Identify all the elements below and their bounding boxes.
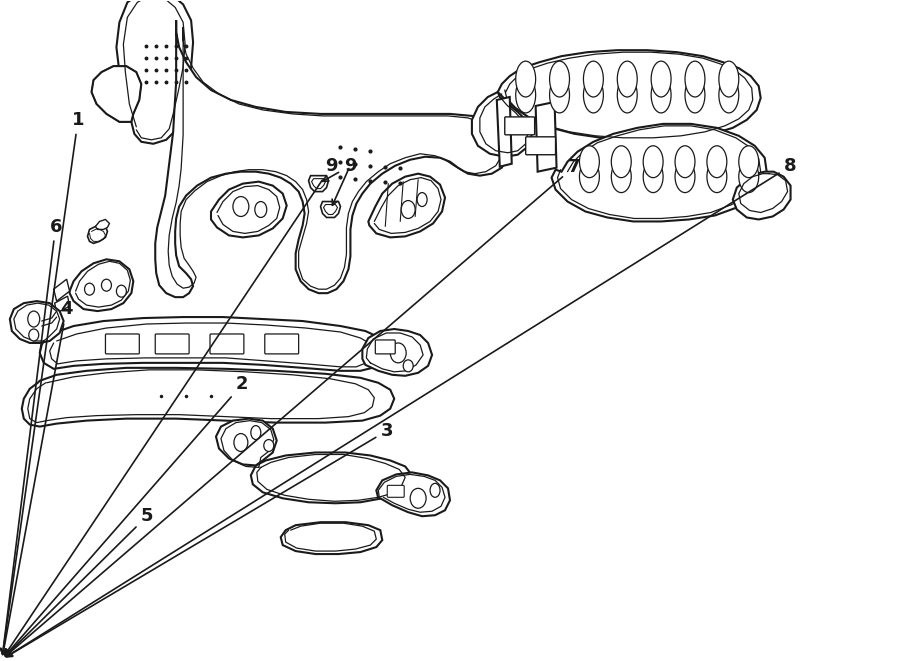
Polygon shape (92, 66, 141, 122)
Ellipse shape (583, 61, 603, 97)
Ellipse shape (516, 61, 536, 97)
Polygon shape (211, 182, 287, 237)
Ellipse shape (706, 161, 727, 192)
Ellipse shape (550, 61, 570, 97)
Polygon shape (251, 453, 412, 503)
Ellipse shape (410, 488, 426, 508)
Polygon shape (54, 279, 69, 301)
Ellipse shape (255, 202, 266, 217)
Polygon shape (309, 176, 328, 192)
Polygon shape (320, 202, 340, 217)
Text: 4: 4 (1, 301, 73, 654)
Ellipse shape (652, 61, 671, 97)
Polygon shape (155, 20, 508, 297)
Polygon shape (498, 50, 760, 140)
Ellipse shape (251, 426, 261, 440)
Text: 9: 9 (322, 157, 356, 181)
Ellipse shape (29, 329, 39, 341)
FancyBboxPatch shape (105, 334, 140, 354)
Ellipse shape (102, 279, 112, 291)
Polygon shape (472, 92, 532, 157)
Ellipse shape (739, 161, 759, 192)
FancyBboxPatch shape (265, 334, 299, 354)
Ellipse shape (583, 77, 603, 113)
Ellipse shape (611, 146, 631, 178)
Polygon shape (10, 301, 64, 343)
Ellipse shape (617, 77, 637, 113)
FancyBboxPatch shape (155, 334, 189, 354)
Polygon shape (281, 522, 382, 554)
Polygon shape (216, 418, 276, 465)
Ellipse shape (580, 161, 599, 192)
Polygon shape (323, 204, 338, 214)
Ellipse shape (417, 192, 428, 206)
Ellipse shape (706, 146, 727, 178)
Ellipse shape (430, 483, 440, 497)
Ellipse shape (28, 311, 40, 327)
Polygon shape (40, 317, 388, 371)
Ellipse shape (85, 283, 94, 295)
Ellipse shape (685, 77, 705, 113)
Ellipse shape (719, 77, 739, 113)
Ellipse shape (516, 77, 536, 113)
Ellipse shape (234, 434, 248, 451)
Ellipse shape (233, 196, 248, 217)
Ellipse shape (580, 146, 599, 178)
Polygon shape (69, 259, 133, 311)
Polygon shape (733, 172, 790, 219)
Text: 2: 2 (5, 375, 248, 656)
Polygon shape (368, 174, 445, 237)
Ellipse shape (719, 61, 739, 97)
Polygon shape (55, 296, 69, 313)
Polygon shape (552, 124, 767, 221)
Ellipse shape (116, 285, 126, 297)
Text: 8: 8 (6, 157, 796, 656)
Ellipse shape (675, 146, 695, 178)
Polygon shape (376, 473, 450, 516)
Text: 5: 5 (5, 507, 153, 656)
Ellipse shape (617, 61, 637, 97)
FancyBboxPatch shape (526, 137, 555, 155)
FancyBboxPatch shape (387, 485, 404, 497)
Ellipse shape (644, 161, 663, 192)
Text: 3: 3 (6, 422, 393, 657)
Ellipse shape (391, 343, 406, 363)
Polygon shape (22, 368, 394, 426)
Ellipse shape (403, 360, 413, 372)
Ellipse shape (611, 161, 631, 192)
Polygon shape (87, 223, 107, 243)
Polygon shape (311, 178, 326, 188)
Ellipse shape (685, 61, 705, 97)
FancyBboxPatch shape (210, 334, 244, 354)
Ellipse shape (644, 146, 663, 178)
Polygon shape (536, 102, 556, 172)
Text: 7: 7 (6, 158, 580, 656)
Polygon shape (116, 0, 194, 144)
Ellipse shape (264, 440, 274, 451)
Text: 9: 9 (4, 157, 338, 655)
Ellipse shape (401, 200, 415, 219)
FancyBboxPatch shape (375, 340, 395, 354)
FancyBboxPatch shape (505, 117, 535, 135)
Ellipse shape (675, 161, 695, 192)
Text: 1: 1 (1, 111, 85, 654)
Ellipse shape (652, 77, 671, 113)
Polygon shape (95, 219, 110, 229)
Polygon shape (363, 329, 432, 376)
Text: 6: 6 (1, 217, 62, 654)
Ellipse shape (739, 146, 759, 178)
Polygon shape (497, 97, 512, 167)
Ellipse shape (550, 77, 570, 113)
